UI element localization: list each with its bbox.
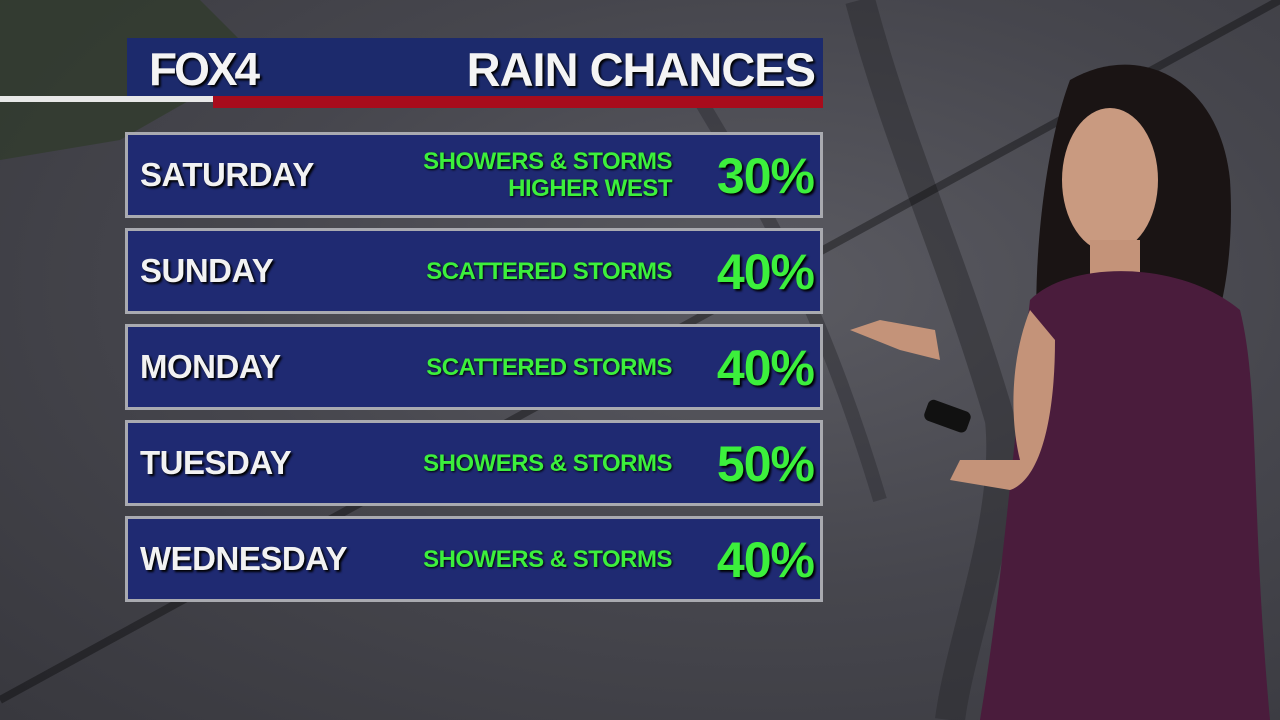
forecast-description: SHOWERS & STORMS — [423, 423, 672, 503]
forecast-description: SCATTERED STORMS — [426, 327, 672, 407]
page-title: RAIN CHANCES — [466, 43, 816, 96]
description-line: SCATTERED STORMS — [426, 353, 672, 381]
rain-chance: 40% — [716, 340, 815, 396]
forecast-row-wednesday: WEDNESDAY SHOWERS & STORMS 40% — [125, 516, 823, 602]
rain-chance: 50% — [716, 436, 815, 492]
rain-chance: 40% — [716, 532, 815, 588]
forecast-description: SHOWERS & STORMS — [423, 519, 672, 599]
description-line: SHOWERS & STORMS — [423, 148, 672, 175]
forecast-row-monday: MONDAY SCATTERED STORMS 40% — [125, 324, 823, 410]
day-label: WEDNESDAY — [140, 540, 348, 577]
description-line: SHOWERS & STORMS — [423, 449, 672, 477]
rain-chance: 40% — [716, 244, 815, 300]
forecast-description: SCATTERED STORMS — [426, 231, 672, 311]
meteorologist — [850, 64, 1270, 720]
forecast-row-sunday: SUNDAY SCATTERED STORMS 40% — [125, 228, 823, 314]
forecast-row-tuesday: TUESDAY SHOWERS & STORMS 50% — [125, 420, 823, 506]
fox4-logo: FOX4 — [149, 43, 260, 95]
day-label: SATURDAY — [140, 156, 314, 193]
rain-chance: 30% — [716, 148, 815, 204]
description-line: SCATTERED STORMS — [426, 257, 672, 285]
header-red-bar — [213, 96, 823, 108]
day-label: TUESDAY — [140, 444, 292, 481]
day-label: SUNDAY — [140, 252, 274, 289]
forecast-row-saturday: SATURDAY SHOWERS & STORMS HIGHER WEST 30… — [125, 132, 823, 218]
header-bar: FOX4 RAIN CHANCES — [127, 38, 823, 96]
forecast-description: SHOWERS & STORMS HIGHER WEST — [423, 135, 672, 215]
description-line: SHOWERS & STORMS — [423, 545, 672, 573]
description-line: HIGHER WEST — [508, 175, 672, 202]
day-label: MONDAY — [140, 348, 281, 385]
header-white-line — [0, 96, 213, 102]
